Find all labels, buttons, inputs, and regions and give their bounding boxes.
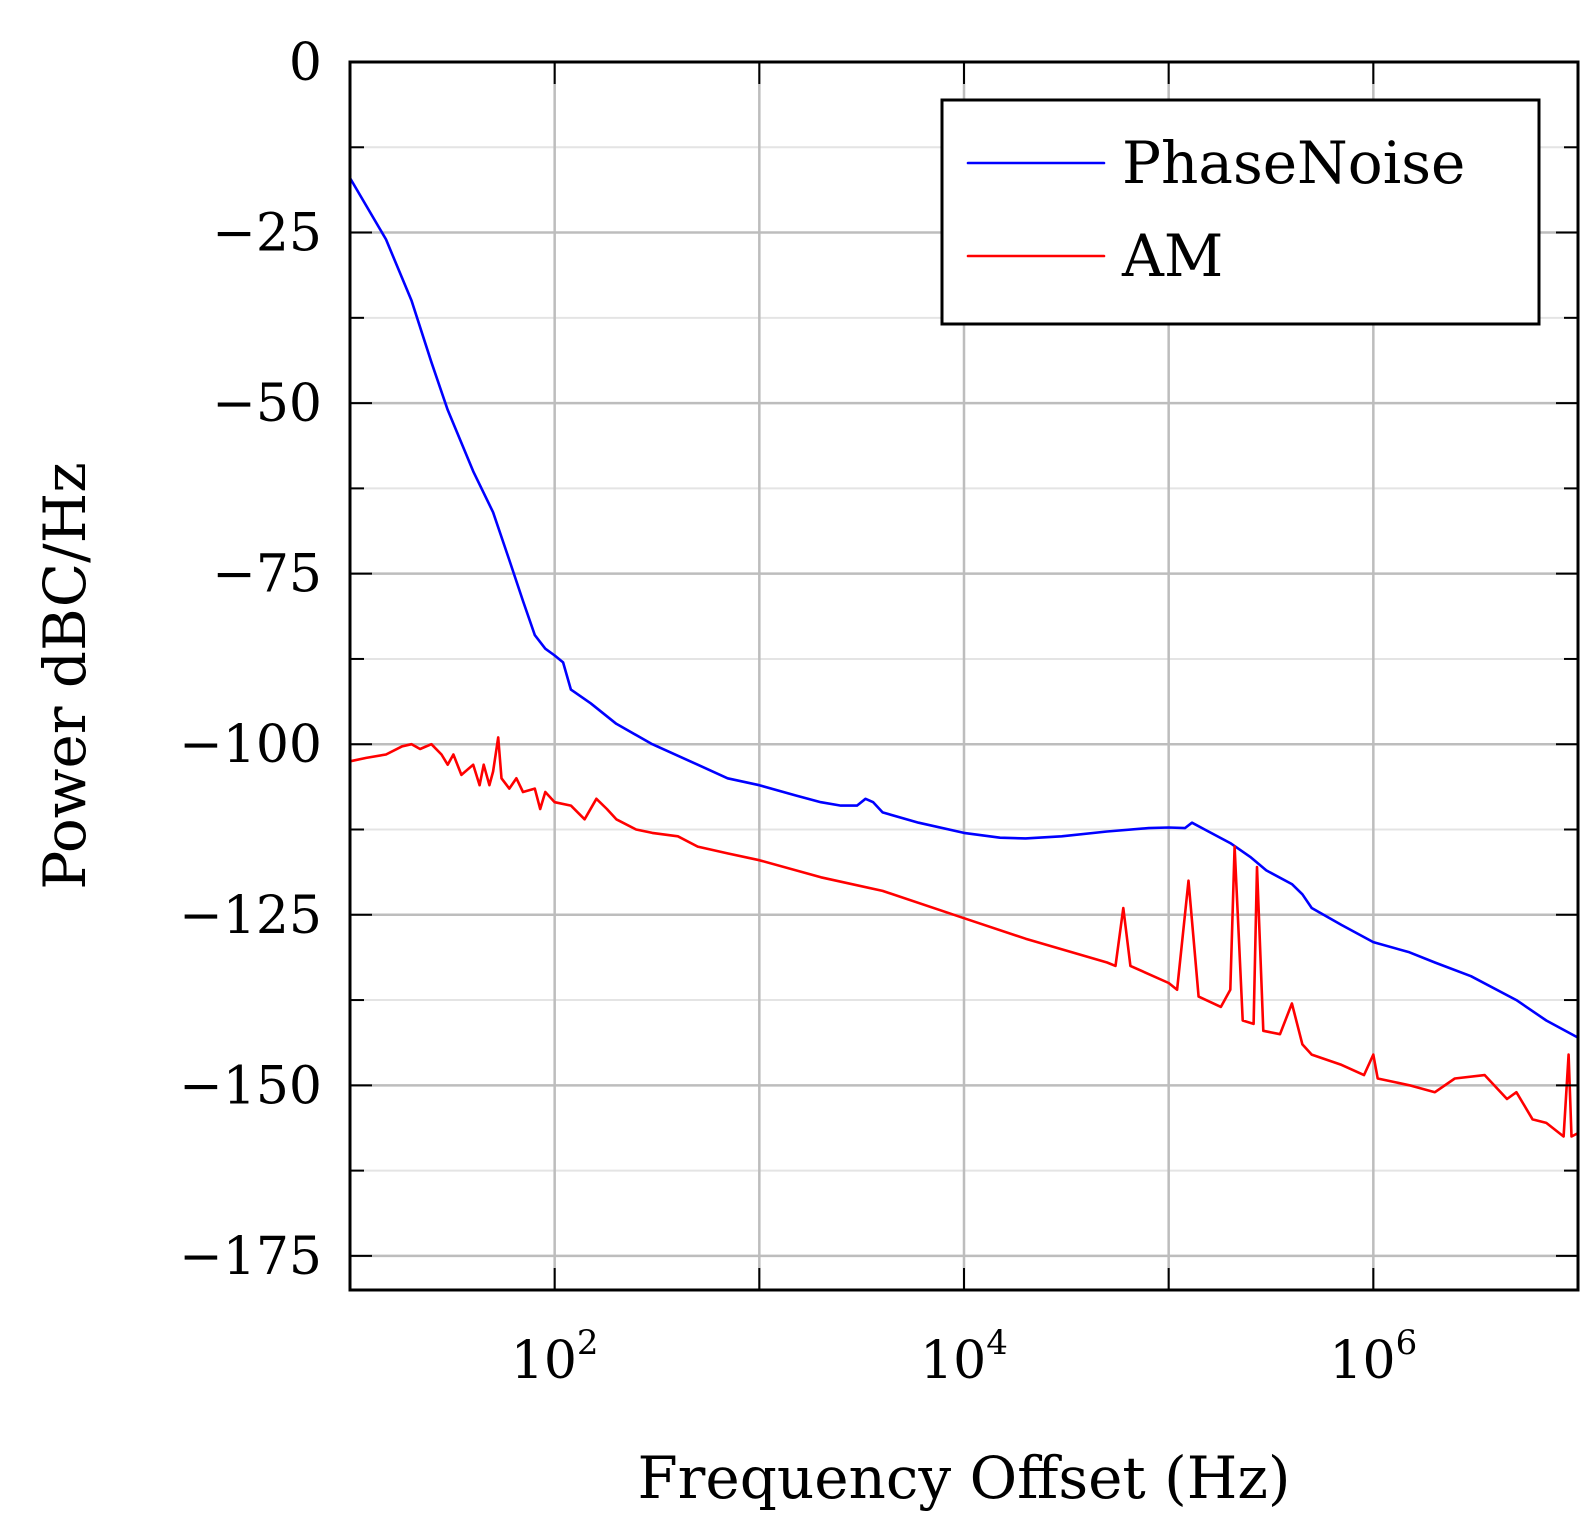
y-tick-label: −125: [179, 886, 322, 946]
series-group: [348, 176, 1580, 1138]
x-axis-label: Frequency Offset (Hz): [637, 1444, 1290, 1512]
y-tick-label: −150: [179, 1056, 322, 1116]
series-line-am: [348, 736, 1580, 1138]
y-axis-label: Power dBC/Hz: [31, 462, 99, 890]
legend-box: [940, 98, 1541, 326]
y-tick-label: −50: [212, 374, 322, 434]
y-tick-label: −75: [212, 545, 322, 605]
x-tick-label: 102: [511, 1323, 599, 1391]
y-tick-label: 0: [289, 33, 322, 93]
y-tick-label: −175: [179, 1227, 322, 1287]
series-line-phasenoise: [348, 176, 1580, 1039]
axis-ticks: 0 −25 −50 −75 −100 −125 −150 −175 102 104 106: [179, 33, 1578, 1391]
legend-label-am: AM: [1121, 222, 1223, 290]
x-tick-label: 106: [1329, 1323, 1417, 1391]
legend: PhaseNoise AM: [940, 98, 1541, 326]
x-tick-label: 104: [920, 1323, 1008, 1391]
y-tick-label: −25: [212, 204, 322, 264]
y-tick-label: −100: [179, 715, 322, 775]
legend-label-phasenoise: PhaseNoise: [1122, 129, 1465, 197]
